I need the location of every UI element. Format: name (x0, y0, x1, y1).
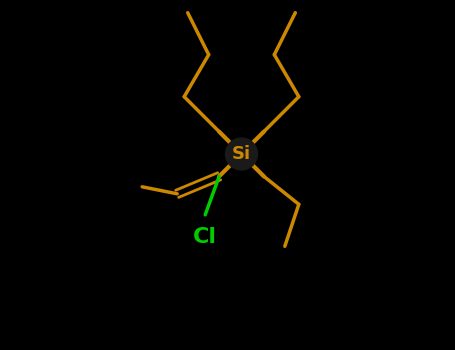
Text: Si: Si (232, 145, 251, 163)
Circle shape (226, 138, 258, 170)
Text: Cl: Cl (193, 227, 217, 247)
